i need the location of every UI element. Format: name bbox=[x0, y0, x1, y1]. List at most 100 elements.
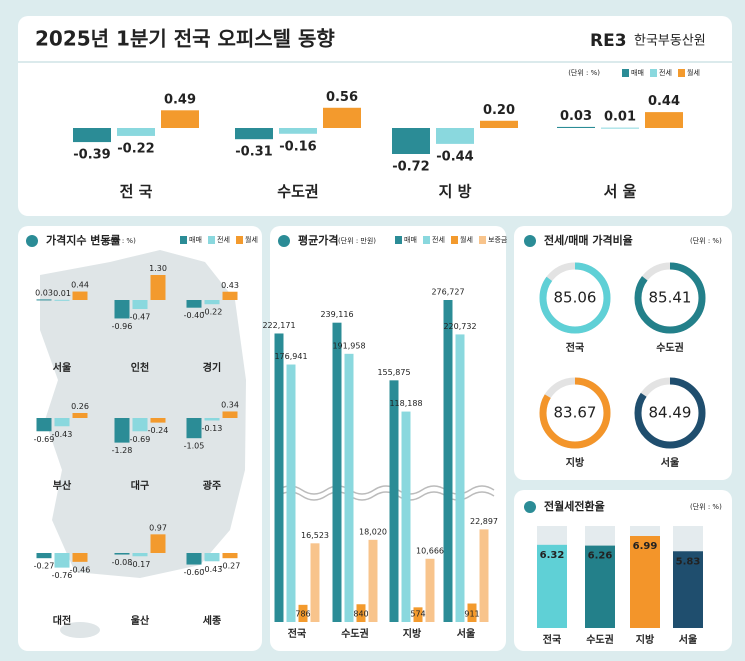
chart-title: 평균가격 bbox=[298, 233, 338, 247]
value-label: -0.39 bbox=[73, 148, 110, 163]
value-label: 0.01 bbox=[604, 110, 636, 125]
panel-top bbox=[18, 16, 732, 216]
bar bbox=[368, 539, 378, 622]
value-label: 0.56 bbox=[326, 90, 358, 105]
value-label: 0.44 bbox=[71, 281, 89, 290]
legend-label: 매매 bbox=[404, 236, 417, 244]
bar bbox=[222, 553, 238, 559]
panel-ratio bbox=[514, 226, 732, 480]
bar bbox=[443, 300, 453, 622]
map-shape bbox=[40, 250, 246, 578]
value-label: 0.34 bbox=[221, 401, 239, 410]
bar bbox=[274, 333, 284, 622]
category-label: 서울 bbox=[53, 361, 71, 374]
bar bbox=[455, 334, 465, 622]
category-label: 울산 bbox=[131, 614, 150, 627]
bar bbox=[114, 300, 130, 319]
category-label: 지방 bbox=[403, 627, 422, 640]
map-island bbox=[60, 622, 100, 638]
bar bbox=[204, 553, 220, 562]
bar bbox=[401, 411, 411, 622]
legend-swatch bbox=[395, 236, 402, 244]
value-label: 6.99 bbox=[633, 541, 658, 552]
category-label: 경기 bbox=[203, 361, 221, 374]
title-icon bbox=[524, 501, 536, 513]
unit-label: (단위 : %) bbox=[568, 68, 600, 77]
bar bbox=[356, 604, 366, 622]
bar bbox=[480, 120, 518, 128]
value-label: -0.27 bbox=[220, 562, 241, 571]
value-label: 840 bbox=[353, 610, 368, 619]
donut-arc bbox=[634, 377, 706, 449]
value-label: 0.97 bbox=[149, 523, 167, 532]
value-label: 239,116 bbox=[320, 310, 353, 319]
legend-swatch bbox=[208, 236, 215, 244]
donut-arc bbox=[539, 377, 611, 449]
value-label: 6.32 bbox=[540, 550, 565, 561]
bar bbox=[222, 411, 238, 418]
value-label: -0.17 bbox=[130, 560, 151, 569]
bar bbox=[132, 300, 148, 310]
unit-label: (단위 : %) bbox=[690, 502, 722, 511]
bar bbox=[392, 128, 430, 154]
bar bbox=[132, 553, 148, 557]
value-label: -0.44 bbox=[436, 149, 473, 164]
title-icon bbox=[278, 235, 290, 247]
value-label: 85.06 bbox=[554, 289, 597, 307]
legend-swatch bbox=[622, 69, 629, 77]
value-label: -0.69 bbox=[34, 435, 55, 444]
legend-label: 전세 bbox=[432, 235, 445, 244]
category-label: 지 방 bbox=[439, 183, 472, 201]
value-label: 276,727 bbox=[431, 288, 464, 297]
category-label: 전국 bbox=[566, 341, 584, 354]
bar bbox=[332, 322, 342, 622]
value-label: 18,020 bbox=[359, 527, 387, 536]
bar bbox=[585, 545, 615, 628]
bar bbox=[72, 553, 88, 562]
bar bbox=[673, 551, 703, 628]
bar bbox=[36, 418, 52, 432]
bar bbox=[161, 110, 199, 128]
chart-title: 가격지수 변동률 bbox=[46, 233, 121, 247]
legend-label: 매매 bbox=[631, 69, 644, 77]
value-label: 118,188 bbox=[389, 399, 422, 408]
value-label: -0.16 bbox=[279, 139, 316, 154]
bar bbox=[235, 128, 273, 140]
bar bbox=[479, 529, 489, 622]
unit-label: (단위 : 만원) bbox=[338, 236, 376, 245]
title-icon bbox=[524, 235, 536, 247]
value-label: 84.49 bbox=[649, 404, 692, 422]
category-label: 수도권 bbox=[656, 342, 684, 354]
value-label: 155,875 bbox=[377, 368, 410, 377]
value-label: 0.26 bbox=[71, 402, 89, 411]
title-icon bbox=[26, 235, 38, 247]
value-label: -0.47 bbox=[130, 313, 151, 322]
category-label: 수도권 bbox=[277, 183, 318, 201]
legend-swatch bbox=[650, 69, 657, 77]
panel-price bbox=[270, 226, 506, 651]
bar bbox=[54, 418, 70, 427]
bar bbox=[537, 544, 567, 628]
bar bbox=[132, 418, 148, 432]
legend-label: 전세 bbox=[659, 68, 672, 77]
value-label: -0.43 bbox=[202, 565, 223, 574]
category-label: 서울 bbox=[661, 456, 679, 469]
bar bbox=[286, 364, 296, 622]
value-label: 10,666 bbox=[416, 546, 444, 555]
value-label: 0.01 bbox=[53, 289, 71, 298]
bar bbox=[186, 418, 202, 439]
legend-label: 월세 bbox=[245, 235, 258, 244]
donut-arc bbox=[539, 262, 611, 334]
value-label: -0.08 bbox=[112, 558, 133, 567]
value-label: 191,958 bbox=[332, 341, 365, 350]
value-label: 5.83 bbox=[676, 556, 701, 567]
bar bbox=[425, 558, 435, 622]
bar bbox=[310, 543, 320, 622]
value-label: 574 bbox=[410, 610, 425, 619]
value-label: 0.03 bbox=[560, 109, 592, 124]
legend-label: 월세 bbox=[687, 68, 700, 77]
bar bbox=[601, 127, 639, 129]
value-label: 0.49 bbox=[164, 92, 196, 107]
logo-mark: RE3 bbox=[590, 31, 627, 51]
bar bbox=[73, 128, 111, 143]
